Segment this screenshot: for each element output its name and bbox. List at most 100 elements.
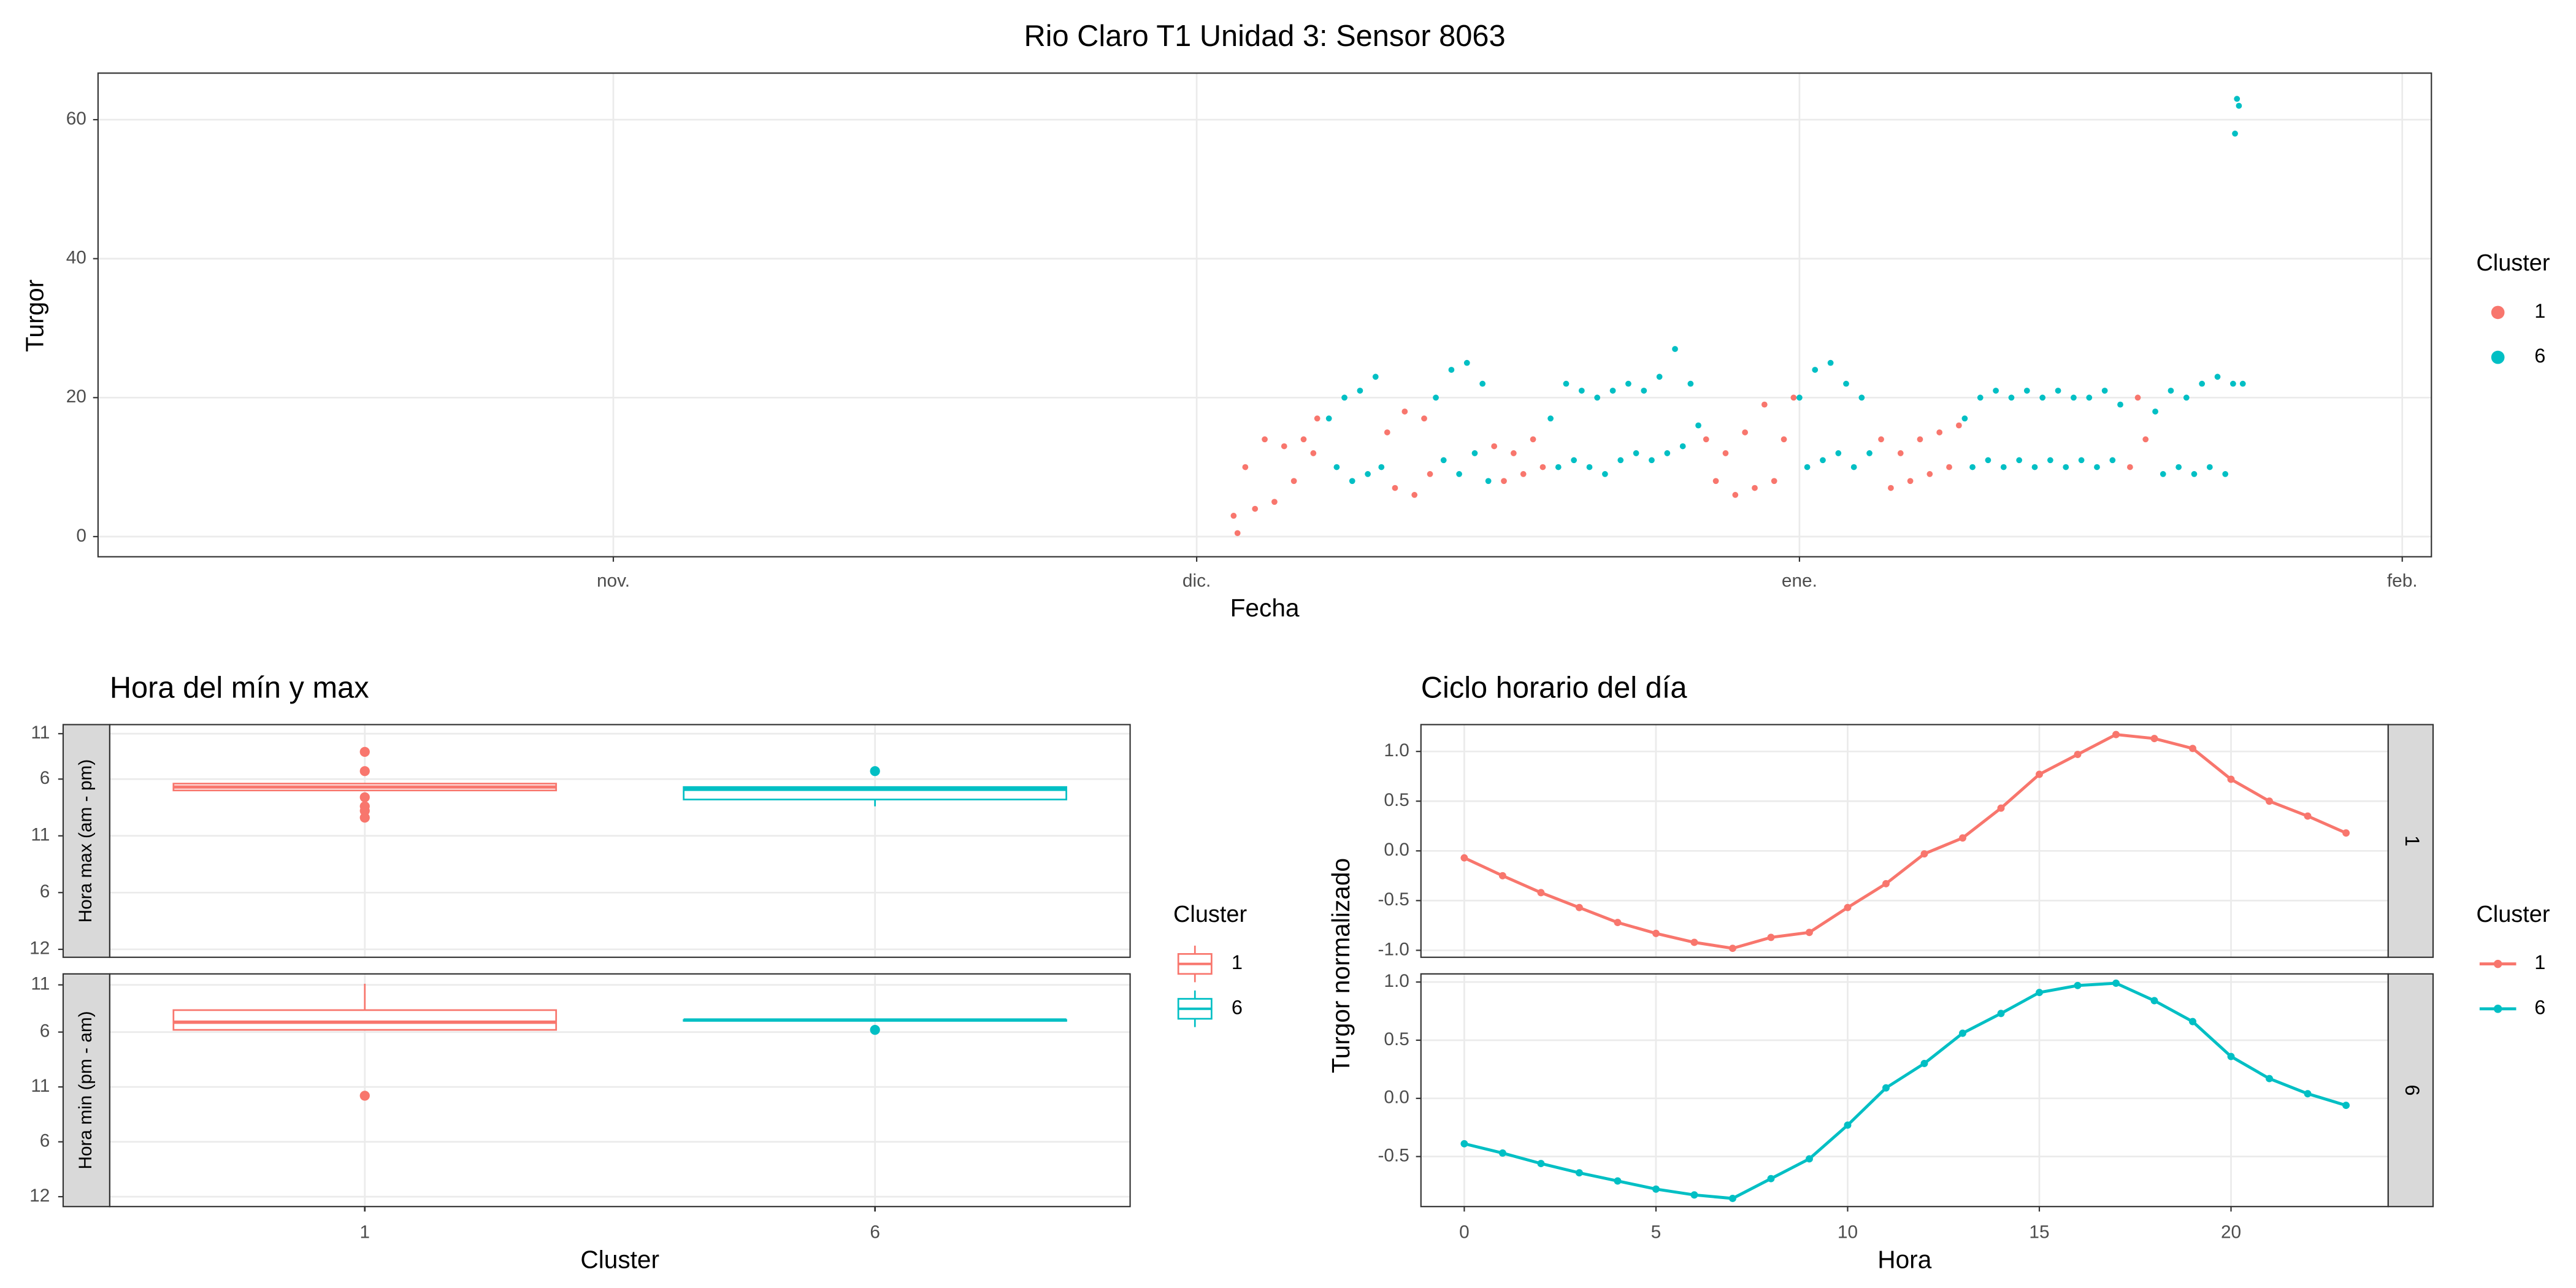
- legend-title: Cluster: [1173, 902, 1247, 927]
- point: [2086, 394, 2093, 401]
- point: [1850, 464, 1857, 470]
- point: [2112, 979, 2120, 987]
- x-tick-label: dic.: [1183, 570, 1211, 591]
- point: [1530, 436, 1536, 443]
- point: [1767, 1175, 1775, 1183]
- point: [1314, 415, 1321, 422]
- point: [1456, 471, 1462, 477]
- y-tick-label: 40: [66, 248, 86, 268]
- point: [1300, 436, 1307, 443]
- point: [1690, 1191, 1698, 1199]
- point: [1392, 485, 1398, 491]
- point: [1479, 380, 1486, 387]
- outlier: [359, 813, 370, 823]
- y-tick-label: 11: [31, 825, 50, 845]
- point: [1664, 450, 1671, 456]
- legend-key: [2491, 350, 2505, 364]
- chart-title: Hora del mín y max: [110, 671, 369, 704]
- point: [2266, 797, 2273, 805]
- outlier: [359, 766, 370, 776]
- point: [1695, 422, 1701, 429]
- point: [2023, 388, 2030, 394]
- point: [2189, 1018, 2196, 1025]
- point: [1271, 499, 1278, 505]
- point: [1617, 457, 1624, 464]
- point: [1835, 450, 1842, 456]
- point: [1732, 492, 1739, 498]
- legend-label: 1: [2534, 951, 2545, 973]
- outlier: [870, 1025, 880, 1035]
- point: [2031, 464, 2038, 470]
- y-tick-label: 0: [76, 526, 86, 546]
- point: [1537, 889, 1545, 897]
- point: [1491, 443, 1498, 450]
- point: [1440, 457, 1447, 464]
- point: [1858, 394, 1865, 401]
- line: [1463, 981, 2347, 1200]
- x-tick-label: 1: [359, 1222, 370, 1242]
- point: [1575, 903, 1583, 911]
- y-tick-label: 6: [40, 1021, 50, 1041]
- point: [1804, 464, 1811, 470]
- point: [1325, 415, 1332, 422]
- point: [1827, 359, 1834, 366]
- point: [2239, 380, 2246, 387]
- point: [1722, 450, 1729, 456]
- point: [1463, 359, 1470, 366]
- legend-key: [2491, 305, 2505, 320]
- strip-label: 6: [2401, 1085, 2423, 1096]
- strip: [62, 724, 110, 958]
- point: [1333, 464, 1340, 470]
- point: [1959, 1029, 1966, 1037]
- point: [1290, 478, 1297, 485]
- y-tick-label: -1.0: [1378, 939, 1409, 959]
- point: [1421, 415, 1427, 422]
- point: [1460, 854, 1468, 862]
- point: [1609, 388, 1616, 394]
- chart-title: Ciclo horario del día: [1421, 671, 1688, 704]
- legend-label: 1: [2534, 300, 2545, 322]
- y-axis-label: Turgor: [20, 280, 48, 352]
- point: [2150, 997, 2158, 1005]
- point: [2236, 102, 2242, 109]
- point: [1882, 1084, 1890, 1092]
- point: [1652, 1185, 1660, 1193]
- point: [1471, 450, 1478, 456]
- point: [1625, 380, 1631, 387]
- point: [1341, 394, 1347, 401]
- y-tick-label: 60: [66, 109, 86, 129]
- point: [1946, 464, 1952, 470]
- point: [1820, 457, 1826, 464]
- point: [2266, 1075, 2273, 1083]
- point: [1767, 933, 1775, 941]
- point: [1977, 394, 1984, 401]
- chart-title: Rio Claro T1 Unidad 3: Sensor 8063: [1024, 20, 1505, 53]
- point: [1539, 464, 1546, 470]
- point: [2152, 408, 2158, 415]
- point: [1649, 457, 1655, 464]
- point: [1866, 450, 1873, 456]
- point: [2175, 464, 2182, 470]
- point: [2183, 394, 2190, 401]
- x-tick-label: 10: [1838, 1222, 1858, 1242]
- point: [1897, 450, 1904, 456]
- x-tick-label: 0: [1459, 1222, 1470, 1242]
- point: [1401, 408, 1408, 415]
- legend-label: 6: [2534, 996, 2545, 1018]
- point: [1806, 929, 1813, 937]
- point: [1959, 834, 1966, 842]
- point: [2008, 394, 2015, 401]
- y-tick-label: 0.0: [1384, 840, 1409, 860]
- y-tick-label: 0.5: [1384, 790, 1409, 810]
- point: [1384, 429, 1390, 435]
- box: [172, 1009, 558, 1031]
- point: [1781, 436, 1787, 443]
- x-tick-label: 20: [2221, 1222, 2241, 1242]
- line: [1463, 733, 2347, 950]
- point: [1728, 945, 1736, 953]
- point: [1656, 374, 1663, 380]
- point: [1498, 872, 1506, 880]
- legend-key: [2493, 1005, 2502, 1013]
- point: [2000, 464, 2007, 470]
